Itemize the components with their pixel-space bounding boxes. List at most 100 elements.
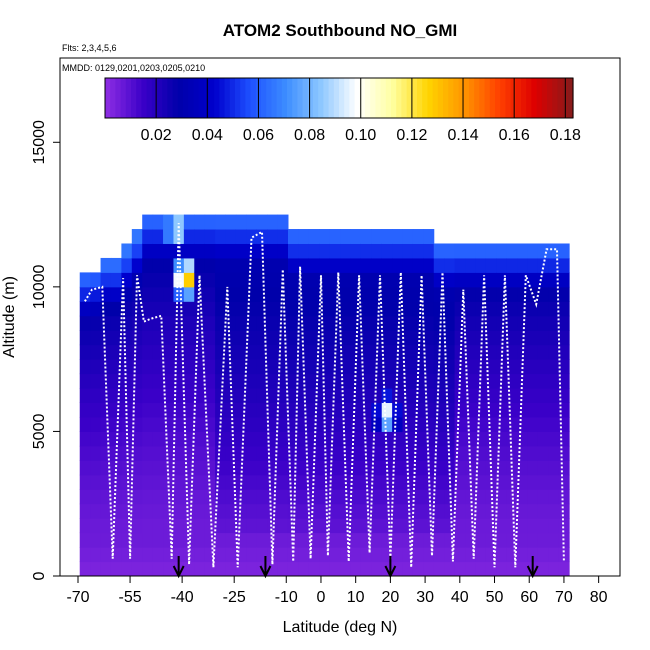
heatmap-cell	[235, 503, 247, 519]
heatmap-cell	[319, 229, 331, 244]
heatmap-cell	[423, 402, 435, 418]
colorbar-swatch	[515, 78, 522, 118]
colorbar-swatch	[359, 78, 366, 118]
heatmap-cell	[298, 532, 310, 548]
heatmap-cell	[235, 373, 247, 389]
heatmap-cell	[215, 518, 227, 534]
heatmap-cell	[340, 229, 351, 244]
heatmap-cell	[163, 373, 174, 389]
colorbar-swatch	[131, 78, 137, 118]
heatmap-cell	[121, 503, 133, 519]
colorbar-swatch	[385, 78, 392, 118]
heatmap-cell	[121, 474, 133, 490]
heatmap-cell	[412, 532, 424, 548]
heatmap-cell	[496, 359, 508, 375]
heatmap-cell	[173, 445, 185, 461]
heatmap-cell	[173, 474, 185, 490]
heatmap-cell	[183, 561, 195, 577]
heatmap-cell	[371, 359, 383, 375]
heatmap-cell	[444, 243, 456, 259]
heatmap-cell	[152, 503, 164, 519]
heatmap-cell	[444, 286, 456, 302]
heatmap-cell	[517, 547, 528, 563]
colorbar-tick-label: 0.06	[243, 127, 274, 144]
heatmap-cell	[183, 359, 195, 375]
heatmap-cell	[475, 301, 487, 317]
heatmap-cell	[246, 272, 258, 288]
heatmap-cell	[235, 272, 247, 288]
heatmap-cell	[350, 561, 362, 577]
heatmap-cell	[319, 460, 331, 476]
heatmap-cell	[371, 474, 383, 490]
heatmap-cell	[558, 243, 570, 259]
heatmap-cell	[121, 460, 133, 476]
heatmap-cell	[90, 359, 102, 375]
heatmap-cell	[194, 489, 206, 505]
colorbar-swatch	[141, 78, 148, 118]
heatmap-cell	[392, 547, 404, 563]
heatmap-cell	[433, 315, 445, 331]
heatmap-cell	[121, 257, 133, 273]
heatmap-cell	[267, 272, 279, 288]
heatmap-cell	[287, 359, 299, 375]
heatmap-cell	[225, 301, 237, 317]
heatmap-cell	[267, 561, 279, 577]
heatmap-cell	[475, 272, 487, 288]
heatmap-cell	[100, 286, 112, 302]
colorbar-swatch	[458, 78, 465, 118]
heatmap-cell	[235, 359, 247, 375]
heatmap-cell	[287, 344, 299, 360]
heatmap-cell	[256, 315, 268, 331]
heatmap-cell	[381, 229, 393, 244]
heatmap-cell	[537, 359, 549, 375]
heatmap-cell	[308, 388, 320, 404]
heatmap-cell	[235, 214, 247, 230]
heatmap-cell	[79, 315, 91, 331]
heatmap-cell	[79, 388, 91, 404]
heatmap-cell	[267, 330, 279, 346]
heatmap-cell	[517, 445, 528, 461]
heatmap-cell	[183, 518, 195, 534]
heatmap-cell	[298, 257, 310, 273]
heatmap-cell	[79, 460, 91, 476]
heatmap-cell	[277, 243, 289, 259]
heatmap-cell	[465, 330, 476, 346]
colorbar-swatch	[333, 78, 340, 118]
heatmap-cell	[548, 489, 560, 505]
heatmap-cell	[485, 518, 497, 534]
heatmap-cell	[235, 229, 247, 244]
heatmap-cell	[548, 402, 560, 418]
heatmap-cell	[392, 286, 404, 302]
heatmap-cell	[360, 547, 372, 563]
x-tick-label: -10	[275, 589, 298, 606]
heatmap-cell	[90, 388, 102, 404]
heatmap-cell	[412, 243, 424, 259]
heatmap-cell	[90, 445, 102, 461]
heatmap-cell	[277, 229, 289, 244]
heatmap-cell	[173, 330, 185, 346]
heatmap-cell	[173, 431, 185, 447]
heatmap-cell	[423, 286, 435, 302]
heatmap-cell	[267, 301, 279, 317]
heatmap-cell	[517, 243, 528, 259]
heatmap-cell	[183, 330, 195, 346]
heatmap-cell	[475, 474, 487, 490]
heatmap-cell	[100, 402, 112, 418]
heatmap-cell	[152, 229, 164, 244]
heatmap-cell	[558, 445, 570, 461]
heatmap-cell	[131, 301, 143, 317]
heatmap-cell	[433, 286, 445, 302]
heatmap-cell	[163, 503, 174, 519]
heatmap-cell	[433, 489, 445, 505]
heatmap-cell	[433, 547, 445, 563]
heatmap-cell	[548, 460, 560, 476]
heatmap-cell	[412, 257, 424, 273]
heatmap-cell	[256, 301, 268, 317]
heatmap-cell	[225, 489, 237, 505]
heatmap-cell	[506, 445, 518, 461]
heatmap-cell	[496, 330, 508, 346]
heatmap-cell	[194, 431, 206, 447]
heatmap-cell	[152, 489, 164, 505]
heatmap-cell	[142, 330, 154, 346]
heatmap-cell	[204, 330, 216, 346]
